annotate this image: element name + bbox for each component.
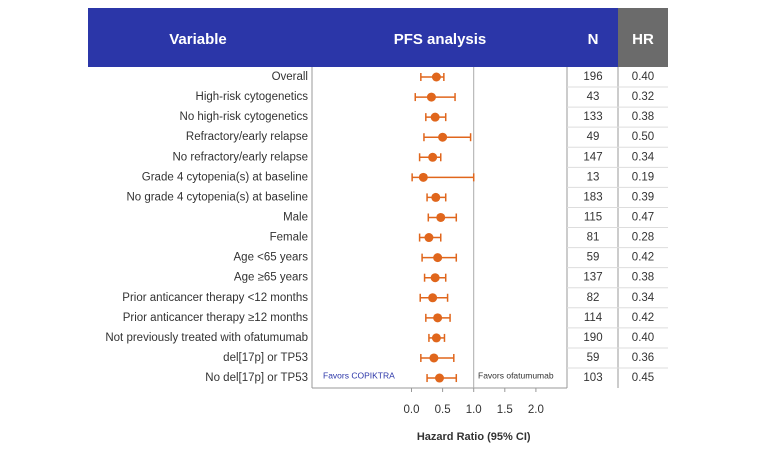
hr-value: 0.40 xyxy=(632,71,654,83)
n-value: 82 xyxy=(587,292,600,304)
row-label: Male xyxy=(283,212,308,224)
column-header: HR xyxy=(632,31,654,48)
row-label: Refractory/early relapse xyxy=(186,131,308,143)
hr-value: 0.38 xyxy=(632,272,654,284)
x-tick-label: 0.0 xyxy=(404,404,420,416)
hr-value: 0.34 xyxy=(632,151,655,163)
header-band xyxy=(88,8,618,67)
error-bar xyxy=(423,133,472,142)
point-estimate xyxy=(435,373,444,383)
row-label: High-risk cytogenetics xyxy=(196,91,309,103)
n-value: 59 xyxy=(587,252,600,264)
hr-value: 0.47 xyxy=(632,212,654,224)
point-estimate xyxy=(433,253,443,263)
row-label: No del[17p] or TP53 xyxy=(205,372,308,384)
column-header: Variable xyxy=(169,31,227,48)
hr-value: 0.40 xyxy=(632,332,654,344)
point-estimate xyxy=(433,313,443,323)
x-axis-label: Hazard Ratio (95% CI) xyxy=(417,431,531,443)
hr-header-band xyxy=(618,8,668,67)
row-label: Prior anticancer therapy <12 months xyxy=(122,292,308,304)
point-estimate xyxy=(431,333,441,343)
row-label: No grade 4 cytopenia(s) at baseline xyxy=(126,191,308,203)
point-estimate xyxy=(431,72,441,82)
x-tick-label: 2.0 xyxy=(528,404,544,416)
x-tick-label: 0.5 xyxy=(435,404,451,416)
column-header: N xyxy=(588,31,599,48)
hr-value: 0.42 xyxy=(632,312,654,324)
n-value: 190 xyxy=(583,332,602,344)
x-tick-label: 1.5 xyxy=(497,404,513,416)
point-estimate xyxy=(438,132,448,142)
point-estimate xyxy=(418,172,428,182)
row-label: Age ≥65 years xyxy=(234,272,308,284)
n-value: 183 xyxy=(583,191,602,203)
x-tick-label: 1.0 xyxy=(466,404,482,416)
hr-value: 0.45 xyxy=(632,372,654,384)
hr-value: 0.32 xyxy=(632,91,654,103)
n-value: 103 xyxy=(583,372,602,384)
point-estimate xyxy=(430,112,440,122)
n-value: 115 xyxy=(584,212,602,224)
point-estimate xyxy=(424,233,434,243)
row-label: Not previously treated with ofatumumab xyxy=(105,332,308,344)
hr-value: 0.28 xyxy=(632,232,654,244)
n-value: 137 xyxy=(583,272,602,284)
point-estimate xyxy=(431,192,441,202)
column-header: PFS analysis xyxy=(394,31,487,48)
n-value: 133 xyxy=(583,111,602,123)
n-value: 13 xyxy=(587,171,600,183)
annotation: Favors ofatumumab xyxy=(478,370,554,380)
hr-value: 0.42 xyxy=(632,252,654,264)
row-label: Prior anticancer therapy ≥12 months xyxy=(123,312,309,324)
n-value: 81 xyxy=(587,232,600,244)
n-value: 147 xyxy=(583,151,602,163)
n-value: 59 xyxy=(587,352,600,364)
point-estimate xyxy=(428,152,438,162)
n-value: 196 xyxy=(583,71,602,83)
point-estimate xyxy=(428,293,438,303)
point-estimate xyxy=(436,212,446,222)
hr-value: 0.50 xyxy=(632,131,654,143)
hr-value: 0.38 xyxy=(632,111,654,123)
row-label: Age <65 years xyxy=(234,252,309,264)
row-label: del[17p] or TP53 xyxy=(223,352,308,364)
point-estimate xyxy=(426,92,436,102)
hr-value: 0.39 xyxy=(632,191,654,203)
n-value: 114 xyxy=(584,312,603,324)
annotation: Favors COPIKTRA xyxy=(323,370,395,380)
point-estimate xyxy=(429,353,439,363)
row-label: No refractory/early relapse xyxy=(173,151,309,163)
row-label: No high-risk cytogenetics xyxy=(180,111,309,123)
hr-value: 0.34 xyxy=(632,292,655,304)
n-value: 43 xyxy=(587,91,600,103)
row-label: Grade 4 cytopenia(s) at baseline xyxy=(142,171,308,183)
n-value: 49 xyxy=(587,131,600,143)
hr-value: 0.19 xyxy=(632,171,654,183)
row-label: Overall xyxy=(272,71,308,83)
point-estimate xyxy=(430,273,440,283)
hr-value: 0.36 xyxy=(632,352,654,364)
row-label: Female xyxy=(270,232,308,244)
